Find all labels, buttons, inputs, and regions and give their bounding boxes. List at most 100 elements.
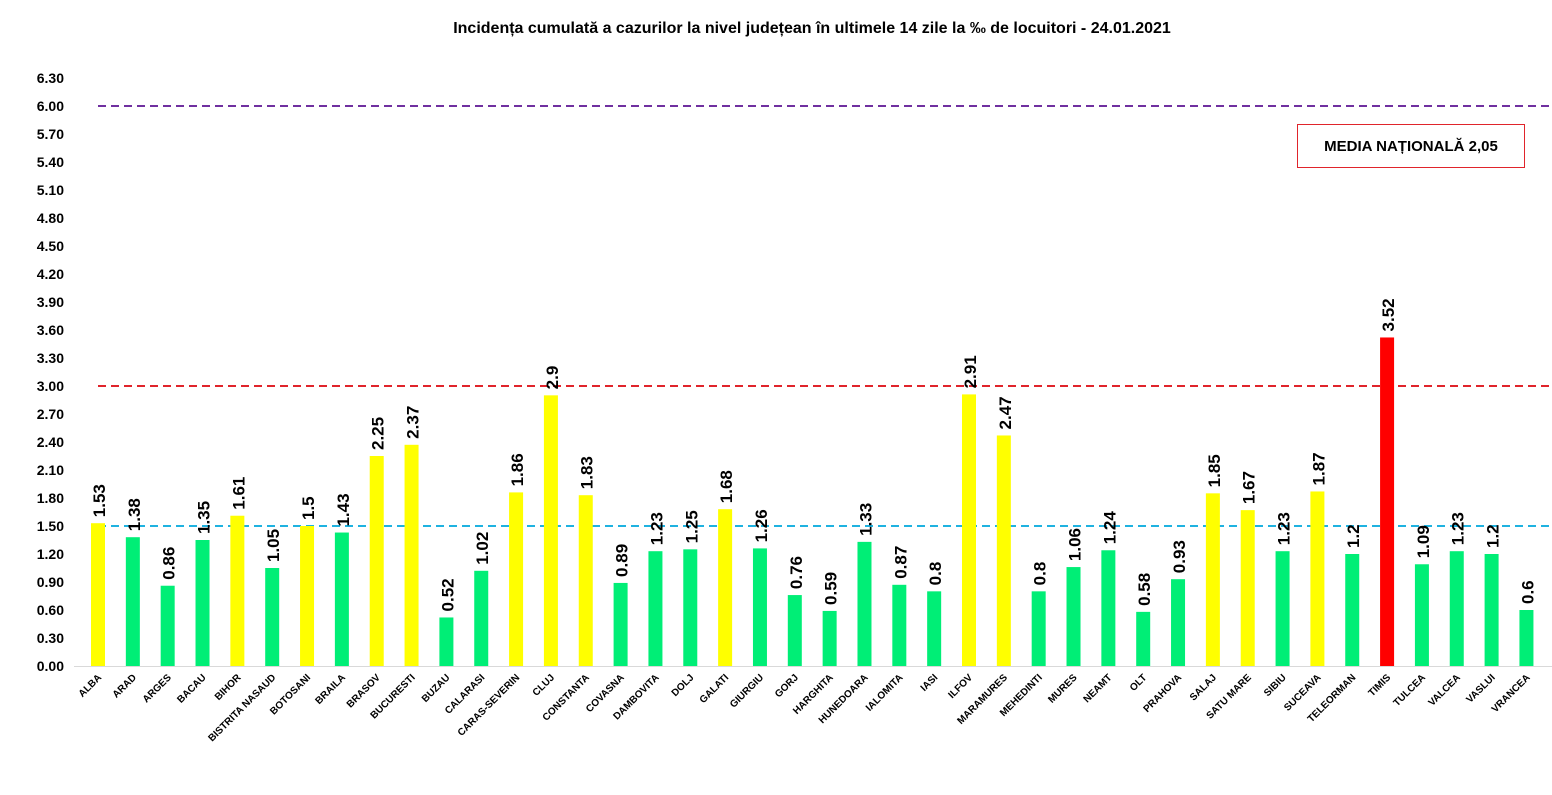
y-tick-label: 4.80 xyxy=(37,210,64,226)
bar xyxy=(857,541,872,666)
value-labels: 1.53 1.38 0.86 1.35 1.61 1.05 1.5 1.43 2.25 2.37 0… xyxy=(90,298,1537,611)
bar xyxy=(300,526,315,666)
data-label: 1.24 xyxy=(1100,511,1119,545)
bar xyxy=(265,568,280,666)
data-label: 1.09 xyxy=(1414,525,1433,558)
x-tick-label: BRAILA xyxy=(314,672,348,706)
y-tick-label: 1.20 xyxy=(37,546,64,562)
y-axis: 0.00 0.30 0.60 0.90 1.20 1.50 1.80 2.10 2.40 2.70… xyxy=(37,70,1552,674)
bar xyxy=(613,582,628,666)
y-tick-label: 0.60 xyxy=(37,602,64,618)
bar xyxy=(1275,551,1290,666)
y-tick-label: 2.10 xyxy=(37,462,64,478)
bar xyxy=(1066,567,1081,666)
y-tick-label: 3.30 xyxy=(37,350,64,366)
national-average-label: MEDIA NAȚIONALĂ 2,05 xyxy=(1324,137,1498,155)
data-label: 2.37 xyxy=(404,406,423,439)
bar xyxy=(1484,554,1499,666)
y-tick-label: 0.90 xyxy=(37,574,64,590)
x-tick-label: MURES xyxy=(1046,672,1080,706)
data-label: 1.23 xyxy=(1449,512,1468,545)
data-label: 1.02 xyxy=(473,532,492,565)
bar xyxy=(648,551,663,666)
bar xyxy=(195,540,210,666)
x-tick-label: VALCEA xyxy=(1427,672,1463,708)
x-tick-label: IALOMITA xyxy=(864,672,905,713)
data-label: 0.59 xyxy=(822,572,841,605)
x-tick-label: BISTRITA NASAUD xyxy=(207,672,279,744)
data-label: 1.05 xyxy=(264,529,283,562)
bar xyxy=(1449,551,1464,666)
x-tick-label: GIURGIU xyxy=(728,672,766,710)
data-label: 0.8 xyxy=(926,562,945,586)
y-tick-label: 1.80 xyxy=(37,490,64,506)
x-tick-label: TULCEA xyxy=(1392,672,1428,708)
bar xyxy=(718,509,733,666)
x-tick-label: DOLJ xyxy=(670,672,697,699)
y-tick-label: 0.00 xyxy=(37,658,64,674)
x-tick-label: BUZAU xyxy=(420,672,453,705)
data-label: 1.83 xyxy=(578,456,597,489)
data-label: 0.58 xyxy=(1135,573,1154,606)
bar xyxy=(1345,554,1360,666)
y-tick-label: 3.90 xyxy=(37,294,64,310)
data-label: 1.86 xyxy=(508,453,527,486)
x-tick-label: CARAS-SEVERIN xyxy=(456,672,522,738)
bars xyxy=(91,337,1534,666)
bar xyxy=(752,548,767,666)
x-tick-label: VASLUI xyxy=(1465,672,1498,705)
bar xyxy=(787,595,802,666)
data-label: 0.76 xyxy=(787,556,806,589)
data-label: 0.8 xyxy=(1031,562,1050,586)
data-label: 0.93 xyxy=(1170,540,1189,573)
data-label: 1.2 xyxy=(1484,524,1503,548)
y-tick-label: 2.70 xyxy=(37,406,64,422)
bar xyxy=(892,584,907,666)
data-label: 1.23 xyxy=(1275,512,1294,545)
national-average-box: MEDIA NAȚIONALĂ 2,05 xyxy=(1297,124,1525,168)
data-label: 1.06 xyxy=(1066,528,1085,561)
x-tick-label: BACAU xyxy=(175,672,208,705)
bar xyxy=(1171,579,1186,666)
data-label: 2.9 xyxy=(543,366,562,390)
x-tick-label: GORJ xyxy=(773,672,801,700)
data-label: 0.6 xyxy=(1518,580,1537,604)
bar xyxy=(230,515,245,666)
bar xyxy=(1414,564,1429,666)
y-tick-label: 6.30 xyxy=(37,70,64,86)
y-tick-label: 2.40 xyxy=(37,434,64,450)
bar xyxy=(543,395,558,666)
bar xyxy=(160,585,175,666)
y-tick-label: 4.20 xyxy=(37,266,64,282)
data-label: 1.23 xyxy=(647,512,666,545)
bar xyxy=(369,456,384,666)
y-tick-label: 6.00 xyxy=(37,98,64,114)
data-label: 1.87 xyxy=(1309,452,1328,485)
bar xyxy=(1031,591,1046,666)
chart-title: Incidența cumulată a cazurilor la nivel … xyxy=(453,20,1171,37)
data-label: 1.2 xyxy=(1344,524,1363,548)
data-label: 1.5 xyxy=(299,496,318,520)
y-tick-label: 0.30 xyxy=(37,630,64,646)
bar xyxy=(578,495,593,666)
data-label: 0.52 xyxy=(438,578,457,611)
data-label: 1.26 xyxy=(752,509,771,542)
y-tick-label: 3.60 xyxy=(37,322,64,338)
data-label: 1.68 xyxy=(717,470,736,503)
x-tick-label: IASI xyxy=(919,672,941,694)
y-tick-label: 1.50 xyxy=(37,518,64,534)
data-label: 1.35 xyxy=(195,501,214,534)
x-tick-label: ILFOV xyxy=(947,672,976,701)
y-tick-label: 3.00 xyxy=(37,378,64,394)
data-label: 1.85 xyxy=(1205,454,1224,487)
data-label: 2.47 xyxy=(996,396,1015,429)
bar xyxy=(1519,610,1534,666)
x-tick-label: NEAMT xyxy=(1082,672,1115,705)
bar xyxy=(1380,337,1395,666)
data-label: 0.89 xyxy=(613,544,632,577)
x-tick-label: ARGES xyxy=(141,672,174,705)
bar xyxy=(683,549,698,666)
bar xyxy=(334,532,349,666)
bar xyxy=(996,435,1011,666)
y-tick-label: 4.50 xyxy=(37,238,64,254)
